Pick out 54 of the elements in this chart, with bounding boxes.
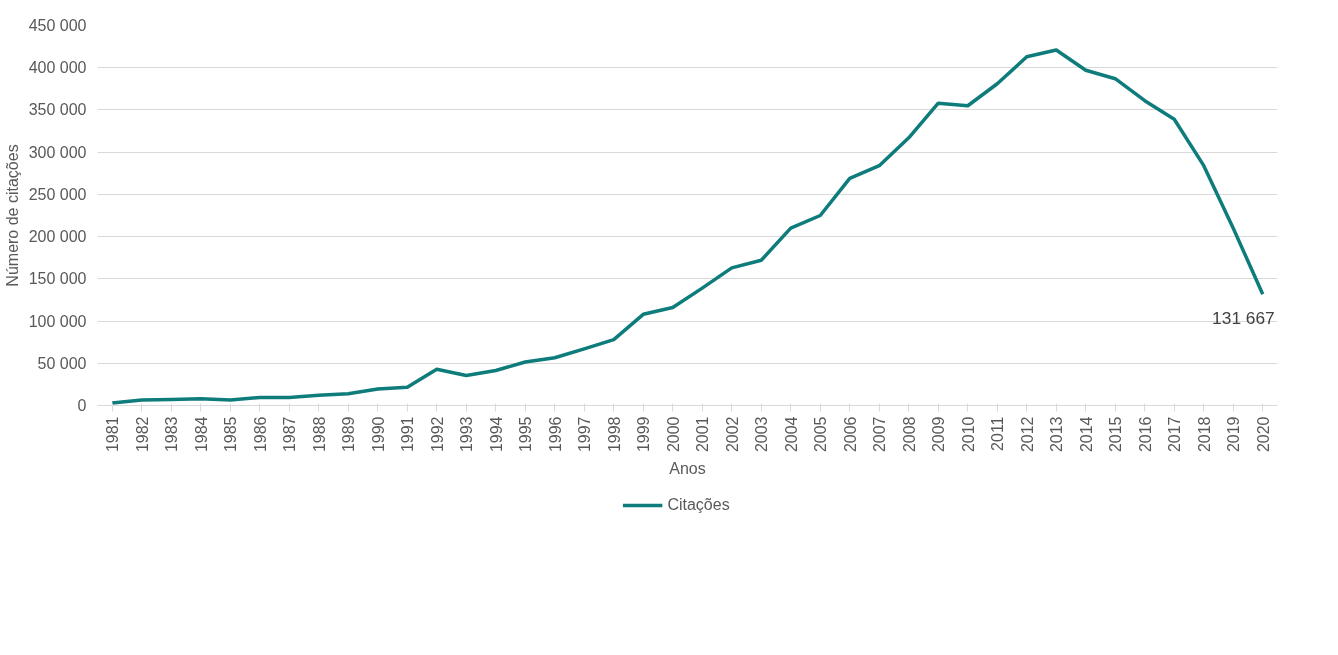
- x-tick-label: 2020: [1254, 416, 1272, 453]
- x-tick-label: 2007: [871, 416, 889, 453]
- x-tick-label: 1988: [310, 416, 328, 453]
- x-tick-label: 1997: [576, 416, 594, 453]
- y-tick-label: 450 000: [28, 17, 87, 34]
- x-tick-label: 2008: [900, 416, 918, 453]
- x-tick-label: 1981: [104, 416, 122, 453]
- y-tick-label: 350 000: [28, 101, 87, 119]
- x-tick-label: 1996: [546, 416, 564, 453]
- y-tick-label: 100 000: [28, 312, 87, 330]
- y-axis-title: Número de citações: [3, 144, 21, 287]
- x-tick-label: 2018: [1195, 416, 1213, 453]
- x-tick-label: 1992: [428, 416, 446, 453]
- x-tick-label: 2017: [1166, 416, 1184, 453]
- x-tick-label: 1983: [163, 416, 181, 453]
- x-tick-label: 2016: [1136, 416, 1154, 453]
- x-tick-label: 1984: [192, 416, 210, 453]
- x-tick-label: 1982: [133, 416, 151, 453]
- y-tick-label: 150 000: [28, 270, 87, 288]
- x-tick-label: 1991: [399, 416, 417, 453]
- x-tick-label: 2003: [753, 416, 771, 453]
- x-tick-label: 1987: [281, 416, 299, 453]
- x-tick-label: 2011: [989, 416, 1007, 451]
- y-tick-label: 50 000: [37, 354, 87, 372]
- x-tick-label: 1999: [635, 416, 653, 453]
- x-tick-label: 2009: [930, 416, 948, 453]
- x-tick-label: 2002: [723, 416, 741, 453]
- x-axis-title: Anos: [669, 460, 706, 478]
- x-tick-label: 2006: [841, 416, 859, 453]
- x-tick-label: 1993: [458, 416, 476, 453]
- x-tick-label: 2012: [1018, 416, 1036, 453]
- data-label: 131 667: [1212, 308, 1275, 329]
- y-tick-label: 300 000: [28, 143, 87, 161]
- x-tick-label: 2005: [812, 416, 830, 453]
- legend-label: Citações: [667, 496, 730, 514]
- x-tick-label: 2013: [1048, 416, 1066, 453]
- x-tick-label: 2014: [1077, 416, 1095, 453]
- x-tick-label: 1985: [222, 416, 240, 453]
- x-tick-label: 2019: [1225, 416, 1243, 453]
- x-tick-label: 1994: [487, 416, 505, 453]
- x-tick-label: 1986: [251, 416, 269, 453]
- x-tick-label: 1990: [369, 416, 387, 453]
- x-tick-label: 1998: [605, 416, 623, 453]
- y-tick-label: 0: [77, 397, 87, 414]
- x-tick-label: 2001: [694, 416, 712, 453]
- x-tick-label: 2000: [664, 416, 682, 453]
- x-tick-label: 1989: [340, 416, 358, 453]
- y-tick-label: 250 000: [28, 185, 87, 203]
- x-tick-label: 2004: [782, 416, 800, 453]
- x-tick-label: 1995: [517, 416, 535, 453]
- y-tick-label: 200 000: [28, 228, 87, 246]
- x-tick-label: 2010: [959, 416, 977, 453]
- x-tick-label: 2015: [1107, 416, 1125, 453]
- y-tick-label: 400 000: [28, 59, 87, 77]
